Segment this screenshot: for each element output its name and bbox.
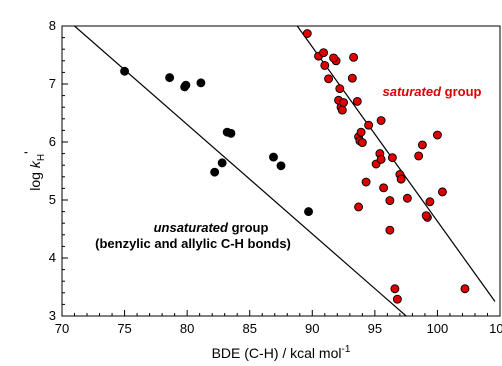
data-point-saturated [339,98,349,108]
data-point-saturated [392,294,402,304]
x-tick-label: 95 [368,321,382,336]
y-tick-label: 8 [49,18,56,33]
y-axis-title: log kH' [21,151,47,191]
x-tick-label: 85 [242,321,256,336]
data-point-saturated [390,284,400,294]
y-tick-label: 7 [49,76,56,91]
y-tick-label: 3 [49,308,56,323]
annotation-saturated-italic: saturated [383,84,443,99]
data-point-unsaturated [217,158,227,168]
data-point-saturated [432,130,442,140]
data-point-saturated [376,116,386,125]
fit-lines [74,26,496,316]
annotation-saturated-rest: group [441,84,481,99]
data-point-saturated [320,60,330,70]
x-axis-title-sup: -1 [342,344,351,355]
data-point-saturated [356,127,366,137]
data-point-saturated [417,140,427,150]
x-tick-label: 90 [305,321,319,336]
annotation-unsaturated: unsaturated group [154,220,269,235]
data-point-saturated [379,183,389,193]
data-point-saturated [414,151,424,161]
data-point-saturated [335,84,345,94]
data-point-saturated [357,138,367,148]
data-point-saturated [337,105,347,115]
data-point-saturated [437,187,447,197]
data-point-unsaturated [269,152,278,162]
data-points [120,29,470,304]
data-point-saturated [385,196,395,206]
fit-line-saturated [296,26,496,302]
data-point-saturated [329,53,339,63]
data-point-saturated [421,211,431,221]
y-axis-title-sub: H [36,154,47,161]
annotation-saturated: saturated group [383,84,482,99]
data-point-saturated [302,29,312,38]
annotation-unsaturated-rest: group [228,220,268,235]
x-tick-label: 80 [180,321,194,336]
x-axis-title-main: BDE (C-H) / kcal mol [212,345,342,361]
data-point-saturated [349,52,359,62]
x-axis-title: BDE (C-H) / kcal mol-1 [212,344,351,361]
y-tick-label: 5 [49,192,56,207]
data-point-saturated [376,154,386,164]
data-point-saturated [396,174,406,184]
data-point-unsaturated [304,207,313,217]
annotation-unsaturated-italic: unsaturated [154,220,229,235]
data-point-unsaturated [165,73,175,83]
y-axis-title-main: log [27,168,43,191]
y-axis-title-prime: ' [21,151,37,154]
data-point-saturated [324,74,334,84]
data-point-unsaturated [196,78,206,88]
data-point-saturated [425,197,435,207]
data-point-saturated [385,225,395,235]
y-axis-title-k: k [27,160,43,168]
data-point-saturated [319,48,328,58]
x-tick-label: 100 [427,321,449,336]
data-point-saturated [352,96,362,106]
data-point-saturated [460,284,470,294]
annotation-unsaturated-line2: (benzylic and allylic C-H bonds) [95,236,291,251]
y-tick-label: 4 [49,250,56,265]
data-point-saturated [347,73,357,83]
x-tick-label: 75 [117,321,131,336]
x-tick-label: 70 [55,321,69,336]
fit-line-unsaturated [74,26,407,316]
data-point-saturated [354,202,364,212]
y-tick-label: 6 [49,134,56,149]
tick-labels: 70 75 80 85 90 95 100 105 3 4 5 6 7 8 [49,18,502,336]
data-point-saturated [364,120,374,130]
x-tick-label: 105 [489,321,502,336]
data-point-saturated [387,153,397,163]
data-point-saturated [361,177,371,187]
data-point-unsaturated [120,66,130,76]
data-point-unsaturated [210,167,220,177]
plot-area [61,25,501,317]
data-point-unsaturated [181,80,191,90]
data-point-unsaturated [276,161,286,171]
axis-ticks [61,25,501,317]
data-point-unsaturated [226,128,236,138]
data-point-saturated [402,193,412,203]
